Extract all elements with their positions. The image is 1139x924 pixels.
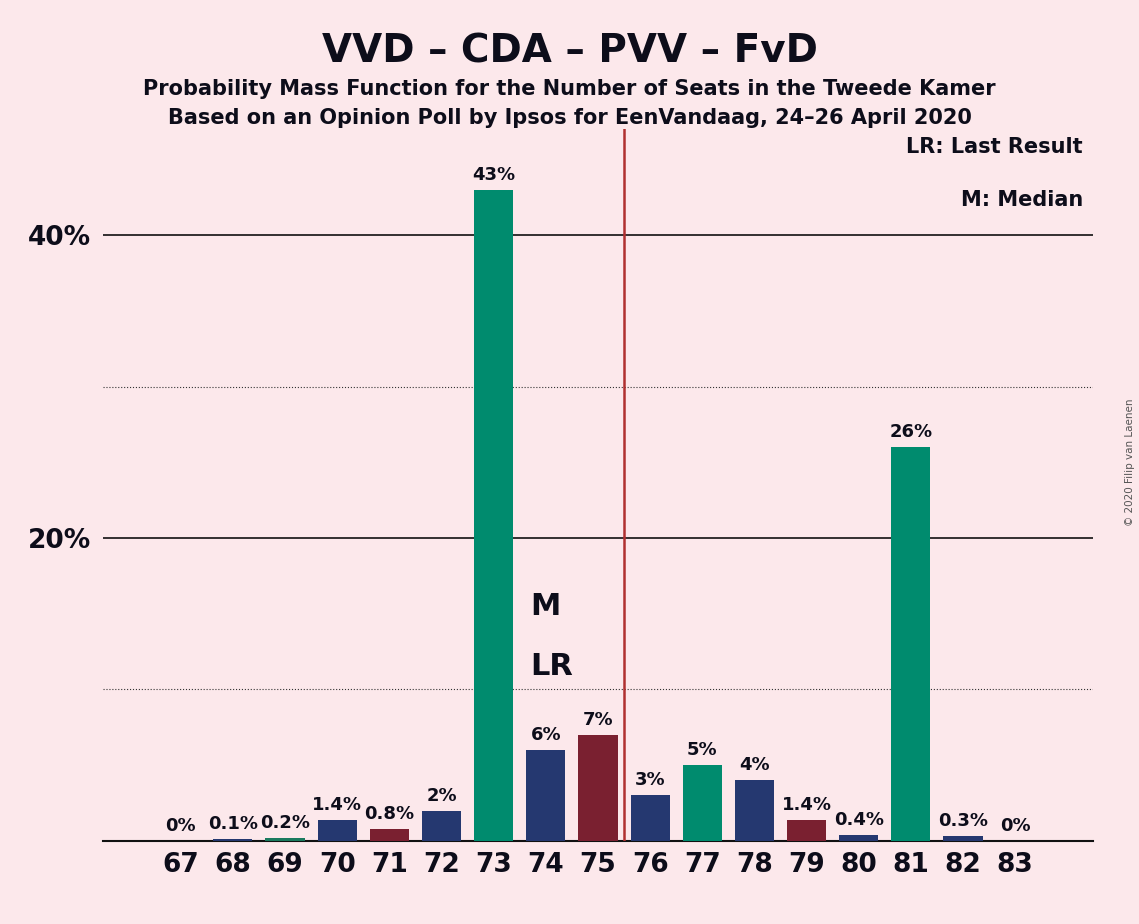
Bar — [213, 839, 253, 841]
Text: 43%: 43% — [472, 165, 515, 184]
Text: 0%: 0% — [1000, 817, 1031, 834]
Bar — [682, 765, 722, 841]
Text: 7%: 7% — [583, 711, 613, 729]
Text: 0.2%: 0.2% — [260, 814, 310, 832]
Text: Probability Mass Function for the Number of Seats in the Tweede Kamer: Probability Mass Function for the Number… — [144, 79, 995, 99]
Bar — [474, 190, 514, 841]
Text: Based on an Opinion Poll by Ipsos for EenVandaag, 24–26 April 2020: Based on an Opinion Poll by Ipsos for Ee… — [167, 108, 972, 128]
Text: 2%: 2% — [426, 786, 457, 805]
Bar — [735, 780, 775, 841]
Text: 1.4%: 1.4% — [312, 796, 362, 814]
Text: 1.4%: 1.4% — [781, 796, 831, 814]
Text: 0%: 0% — [165, 817, 196, 834]
Bar — [787, 820, 826, 841]
Bar — [839, 834, 878, 841]
Text: 0.8%: 0.8% — [364, 805, 415, 822]
Text: VVD – CDA – PVV – FvD: VVD – CDA – PVV – FvD — [321, 32, 818, 70]
Text: 0.4%: 0.4% — [834, 810, 884, 829]
Bar — [892, 447, 931, 841]
Bar — [318, 820, 357, 841]
Text: 0.1%: 0.1% — [208, 815, 257, 833]
Text: 4%: 4% — [739, 756, 770, 774]
Text: 0.3%: 0.3% — [939, 812, 988, 831]
Bar — [943, 836, 983, 841]
Text: LR: Last Result: LR: Last Result — [907, 137, 1083, 157]
Text: 5%: 5% — [687, 741, 718, 760]
Text: LR: LR — [530, 652, 573, 681]
Text: 3%: 3% — [634, 772, 665, 789]
Text: 26%: 26% — [890, 423, 933, 441]
Bar — [631, 796, 670, 841]
Text: © 2020 Filip van Laenen: © 2020 Filip van Laenen — [1125, 398, 1134, 526]
Text: M: Median: M: Median — [961, 190, 1083, 210]
Bar — [579, 735, 617, 841]
Bar — [421, 810, 461, 841]
Text: M: M — [530, 591, 560, 621]
Bar — [370, 829, 409, 841]
Text: 6%: 6% — [531, 726, 562, 744]
Bar — [526, 750, 565, 841]
Bar — [265, 838, 304, 841]
